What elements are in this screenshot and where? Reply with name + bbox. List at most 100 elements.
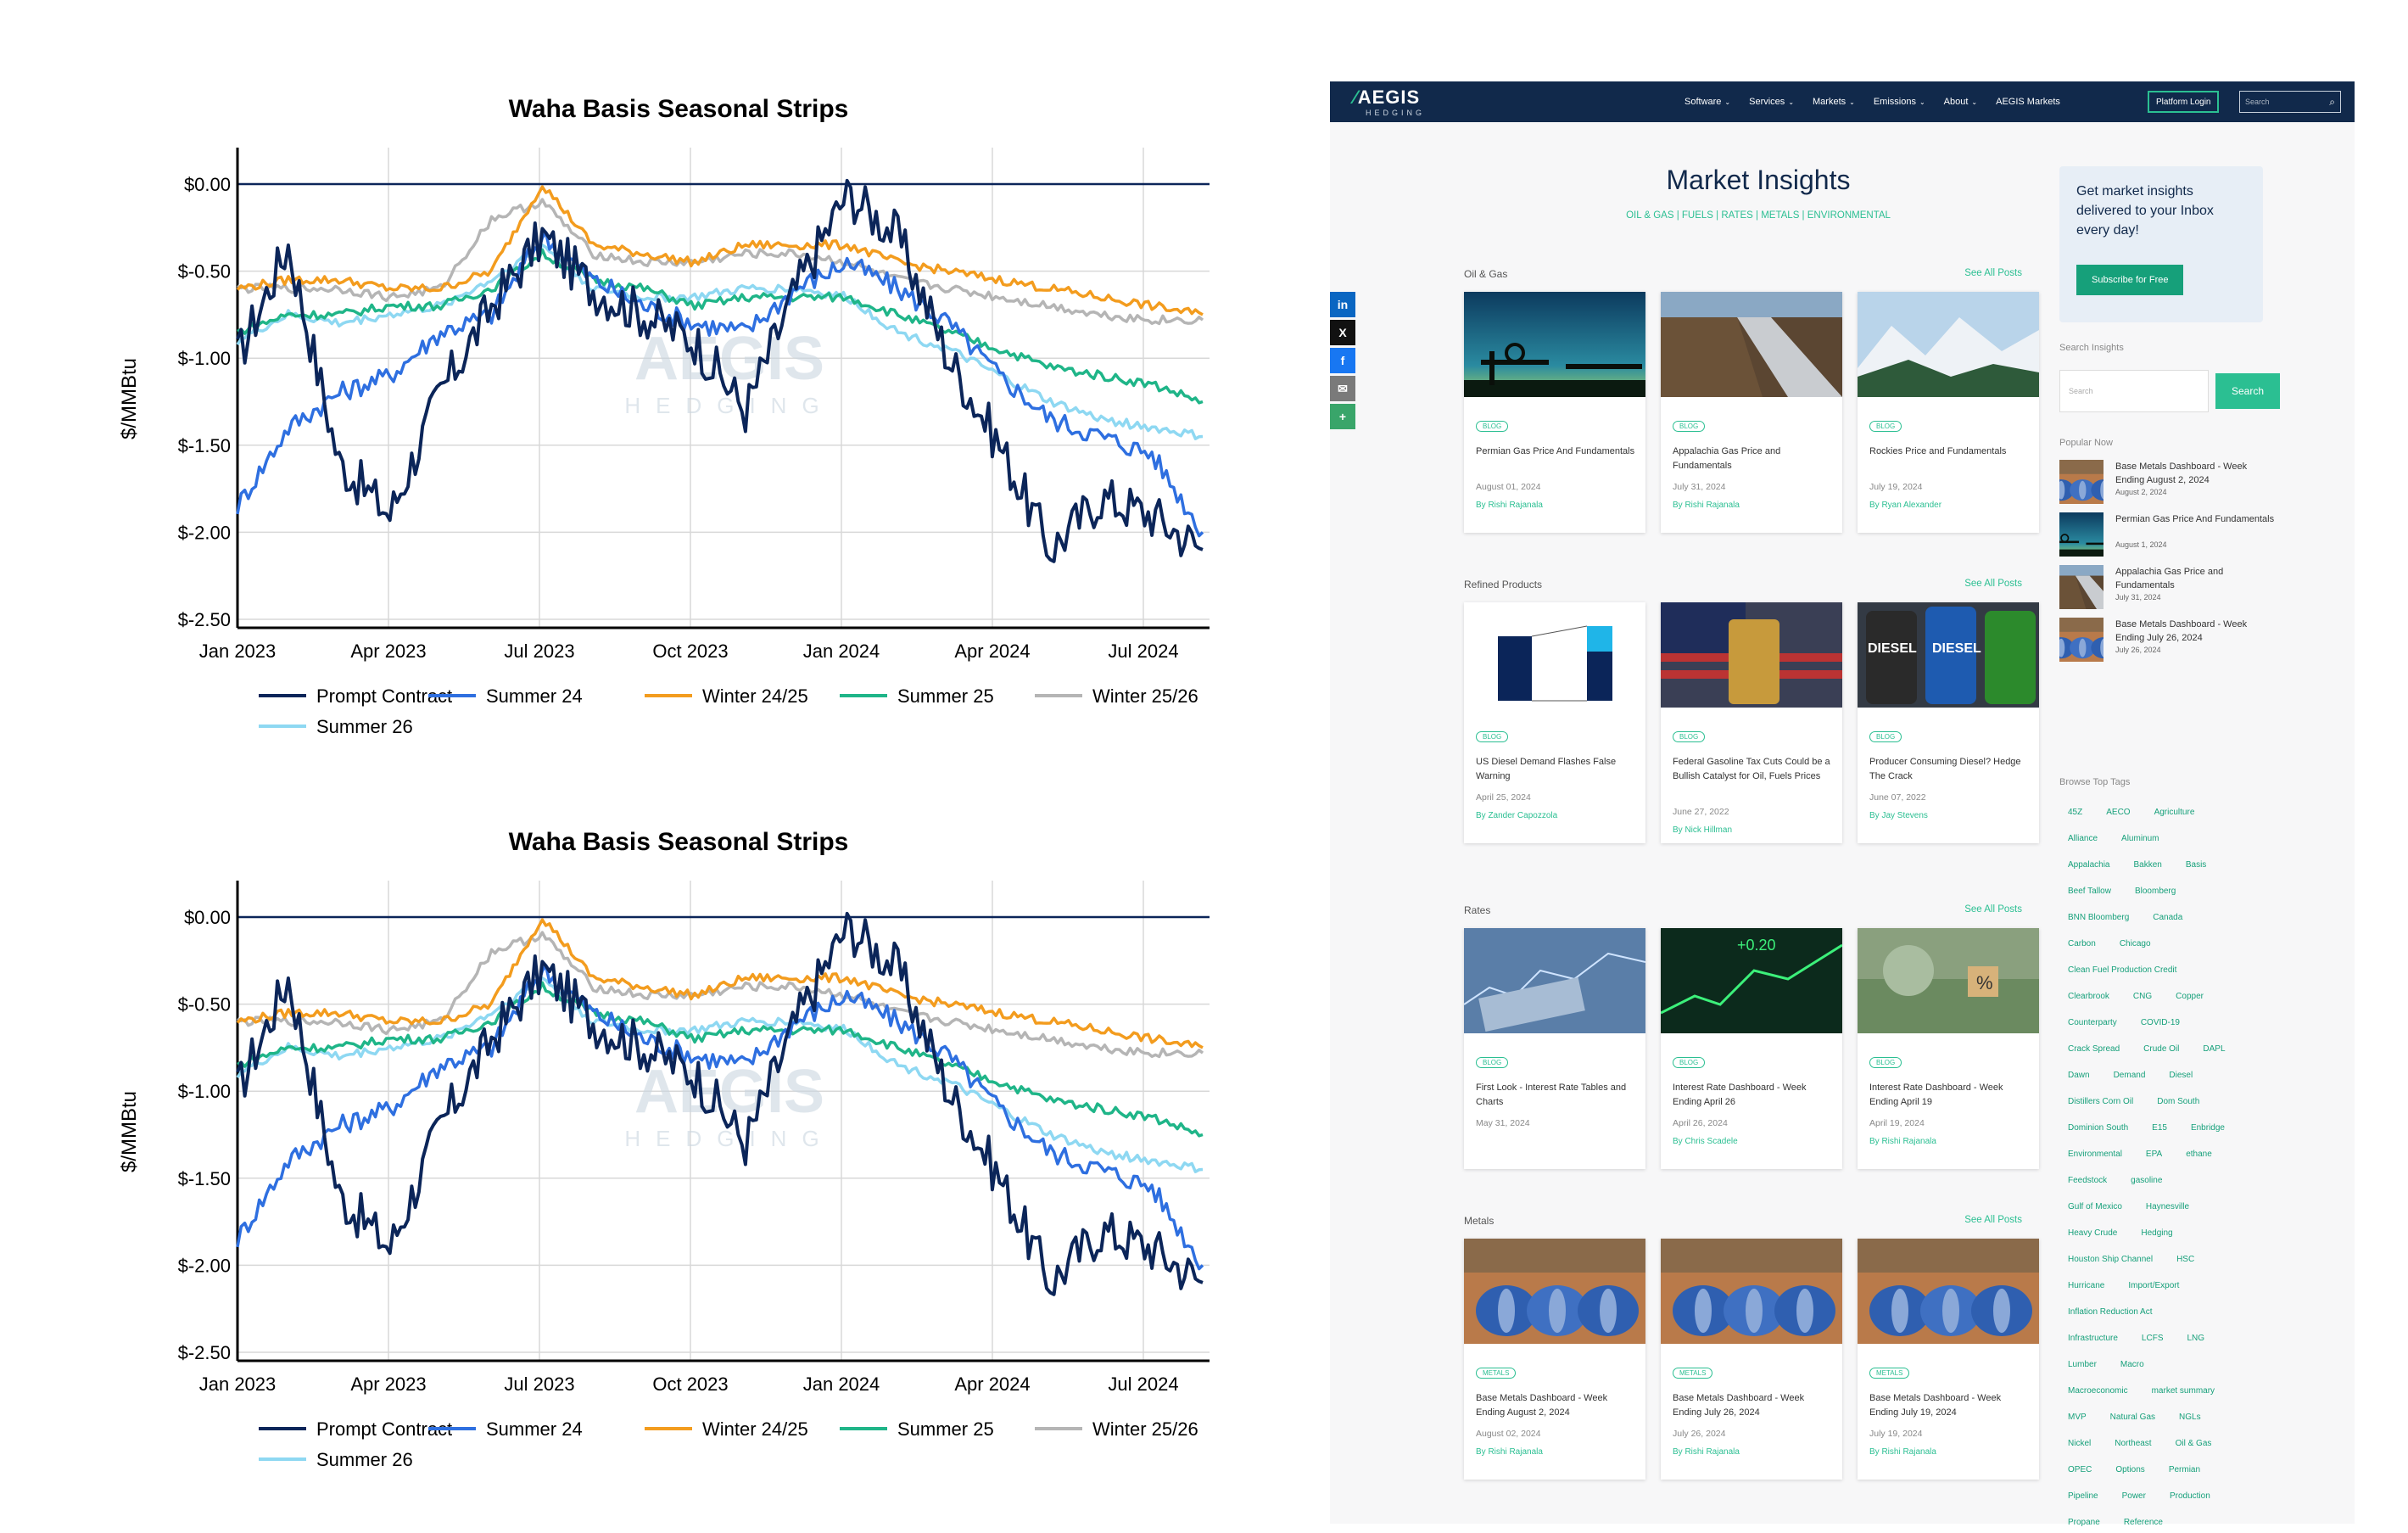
- tag-link[interactable]: Natural Gas: [2109, 1413, 2156, 1422]
- post-thumbnail[interactable]: [1464, 1239, 1645, 1344]
- nav-item[interactable]: Services ⌄: [1749, 97, 1794, 107]
- tag-link[interactable]: Crack Spread: [2068, 1044, 2120, 1054]
- post-category-badge[interactable]: BLOG: [1673, 421, 1706, 432]
- tag-link[interactable]: Diesel: [2169, 1071, 2193, 1080]
- tag-link[interactable]: Macro: [2120, 1360, 2144, 1369]
- tag-link[interactable]: Haynesville: [2145, 1202, 2190, 1211]
- tag-link[interactable]: Agriculture: [2154, 808, 2195, 817]
- popular-thumbnail[interactable]: [2059, 618, 2104, 662]
- post-title[interactable]: Base Metals Dashboard - Week Ending Augu…: [1476, 1393, 1608, 1418]
- post-author-link[interactable]: By Rishi Rajanala: [1673, 501, 1740, 510]
- post-author-link[interactable]: By Zander Capozzola: [1476, 811, 1558, 820]
- post-title[interactable]: Appalachia Gas Price and Fundamentals: [1673, 446, 1781, 471]
- post-category-badge[interactable]: BLOG: [1869, 421, 1902, 432]
- aegis-logo[interactable]: ⁄AEGIS HEDGING: [1354, 87, 1425, 117]
- tag-link[interactable]: Gulf of Mexico: [2068, 1202, 2122, 1211]
- tag-link[interactable]: LNG: [2187, 1334, 2205, 1343]
- post-card[interactable]: % BLOG Interest Rate Dashboard - Week Endi…: [1858, 928, 2039, 1169]
- tag-link[interactable]: Distillers Corn Oil: [2068, 1097, 2134, 1106]
- tag-link[interactable]: Import/Export: [2128, 1281, 2180, 1290]
- tag-link[interactable]: Aluminum: [2121, 834, 2159, 843]
- tag-link[interactable]: CNG: [2132, 992, 2153, 1001]
- tag-link[interactable]: gasoline: [2131, 1176, 2163, 1185]
- post-author-link[interactable]: By Rishi Rajanala: [1476, 1447, 1543, 1457]
- post-thumbnail[interactable]: [1661, 1239, 1842, 1344]
- tag-link[interactable]: Beef Tallow: [2068, 887, 2111, 896]
- platform-login-button[interactable]: Platform Login: [2148, 91, 2220, 113]
- post-thumbnail[interactable]: [1464, 602, 1645, 708]
- tag-link[interactable]: Inflation Reduction Act: [2068, 1307, 2153, 1317]
- tag-link[interactable]: Hedging: [2141, 1228, 2173, 1238]
- tag-link[interactable]: Alliance: [2068, 834, 2098, 843]
- tag-link[interactable]: Macroeconomic: [2068, 1386, 2128, 1396]
- post-thumbnail[interactable]: [1858, 1239, 2039, 1344]
- tag-link[interactable]: Enbridge: [2190, 1123, 2225, 1133]
- post-title[interactable]: Rockies Price and Fundamentals: [1869, 446, 2007, 456]
- tag-link[interactable]: Clearbrook: [2068, 992, 2109, 1001]
- post-title[interactable]: Permian Gas Price And Fundamentals: [1476, 446, 1635, 456]
- tag-link[interactable]: Copper: [2176, 992, 2204, 1001]
- nav-item[interactable]: Software ⌄: [1684, 97, 1730, 107]
- tag-link[interactable]: Permian: [2168, 1465, 2201, 1474]
- post-category-badge[interactable]: BLOG: [1476, 1057, 1509, 1068]
- post-category-badge[interactable]: BLOG: [1869, 731, 1902, 742]
- tag-link[interactable]: ethane: [2186, 1150, 2212, 1159]
- tag-link[interactable]: EPA: [2145, 1150, 2163, 1159]
- post-title[interactable]: Base Metals Dashboard - Week Ending July…: [1673, 1393, 1805, 1418]
- post-category-badge[interactable]: BLOG: [1476, 731, 1509, 742]
- tag-link[interactable]: Feedstock: [2068, 1176, 2108, 1185]
- tag-link[interactable]: OPEC: [2068, 1465, 2092, 1474]
- post-title[interactable]: Producer Consuming Diesel? Hedge The Cra…: [1869, 757, 2021, 781]
- x-icon[interactable]: X: [1330, 320, 1355, 345]
- tag-link[interactable]: Northeast: [2115, 1439, 2152, 1448]
- post-author-link[interactable]: By Ryan Alexander: [1869, 501, 1942, 510]
- tag-link[interactable]: market summary: [2151, 1386, 2215, 1396]
- tag-link[interactable]: Appalachia: [2068, 860, 2110, 870]
- post-card[interactable]: METALS Base Metals Dashboard - Week Endin…: [1464, 1239, 1645, 1480]
- post-card[interactable]: BLOG US Diesel Demand Flashes False Warni…: [1464, 602, 1645, 843]
- tag-link[interactable]: Infrastructure: [2068, 1334, 2118, 1343]
- tag-link[interactable]: Environmental: [2068, 1150, 2122, 1159]
- post-thumbnail[interactable]: +0.20: [1661, 928, 1842, 1033]
- post-thumbnail[interactable]: %: [1858, 928, 2039, 1033]
- search-icon[interactable]: ⌕: [2329, 96, 2335, 108]
- post-category-badge[interactable]: BLOG: [1673, 1057, 1706, 1068]
- tag-link[interactable]: Chicago: [2119, 939, 2151, 948]
- post-card[interactable]: BLOG Permian Gas Price And Fundamentals Au…: [1464, 292, 1645, 533]
- tag-link[interactable]: LCFS: [2141, 1334, 2164, 1343]
- tag-link[interactable]: Houston Ship Channel: [2068, 1255, 2154, 1264]
- post-author-link[interactable]: By Chris Scadele: [1673, 1137, 1738, 1146]
- post-title[interactable]: US Diesel Demand Flashes False Warning: [1476, 757, 1617, 781]
- tag-link[interactable]: MVP: [2068, 1413, 2087, 1422]
- facebook-icon[interactable]: f: [1330, 348, 1355, 373]
- tag-link[interactable]: BNN Bloomberg: [2068, 913, 2130, 922]
- post-category-badge[interactable]: BLOG: [1476, 421, 1509, 432]
- tag-link[interactable]: Canada: [2153, 913, 2183, 922]
- more-share-icon[interactable]: +: [1330, 404, 1355, 429]
- popular-item[interactable]: Base Metals Dashboard - Week Ending July…: [2059, 618, 2280, 665]
- see-all-posts-link[interactable]: See All Posts: [1964, 1215, 2022, 1225]
- post-author-link[interactable]: By Jay Stevens: [1869, 811, 1928, 820]
- nav-item[interactable]: Markets ⌄: [1813, 97, 1855, 107]
- email-icon[interactable]: ✉: [1330, 376, 1355, 401]
- popular-title[interactable]: Appalachia Gas Price and Fundamentals: [2115, 567, 2224, 590]
- popular-title[interactable]: Base Metals Dashboard - Week Ending July…: [2115, 619, 2248, 643]
- tag-link[interactable]: NGLs: [2179, 1413, 2201, 1422]
- nav-search-input[interactable]: Search ⌕: [2239, 91, 2341, 113]
- post-category-badge[interactable]: METALS: [1869, 1368, 1910, 1379]
- post-author-link[interactable]: By Rishi Rajanala: [1476, 501, 1543, 510]
- post-author-link[interactable]: By Rishi Rajanala: [1869, 1447, 1936, 1457]
- sidebar-search-button[interactable]: Search: [2215, 373, 2280, 409]
- post-author-link[interactable]: By Rishi Rajanala: [1869, 1137, 1936, 1146]
- tag-link[interactable]: Pipeline: [2068, 1491, 2098, 1501]
- post-card[interactable]: DIESEL DIESEL BLOG Producer Consuming Diese…: [1858, 602, 2039, 843]
- post-title[interactable]: Interest Rate Dashboard - Week Ending Ap…: [1673, 1083, 1807, 1107]
- popular-title[interactable]: Base Metals Dashboard - Week Ending Augu…: [2115, 462, 2248, 485]
- tag-link[interactable]: Dom South: [2157, 1097, 2200, 1106]
- post-thumbnail[interactable]: [1661, 292, 1842, 397]
- tag-link[interactable]: Nickel: [2068, 1439, 2092, 1448]
- post-category-badge[interactable]: BLOG: [1869, 1057, 1902, 1068]
- post-title[interactable]: Base Metals Dashboard - Week Ending July…: [1869, 1393, 2002, 1418]
- popular-item[interactable]: Permian Gas Price And Fundamentals August…: [2059, 512, 2280, 560]
- tag-link[interactable]: Production: [2169, 1491, 2210, 1501]
